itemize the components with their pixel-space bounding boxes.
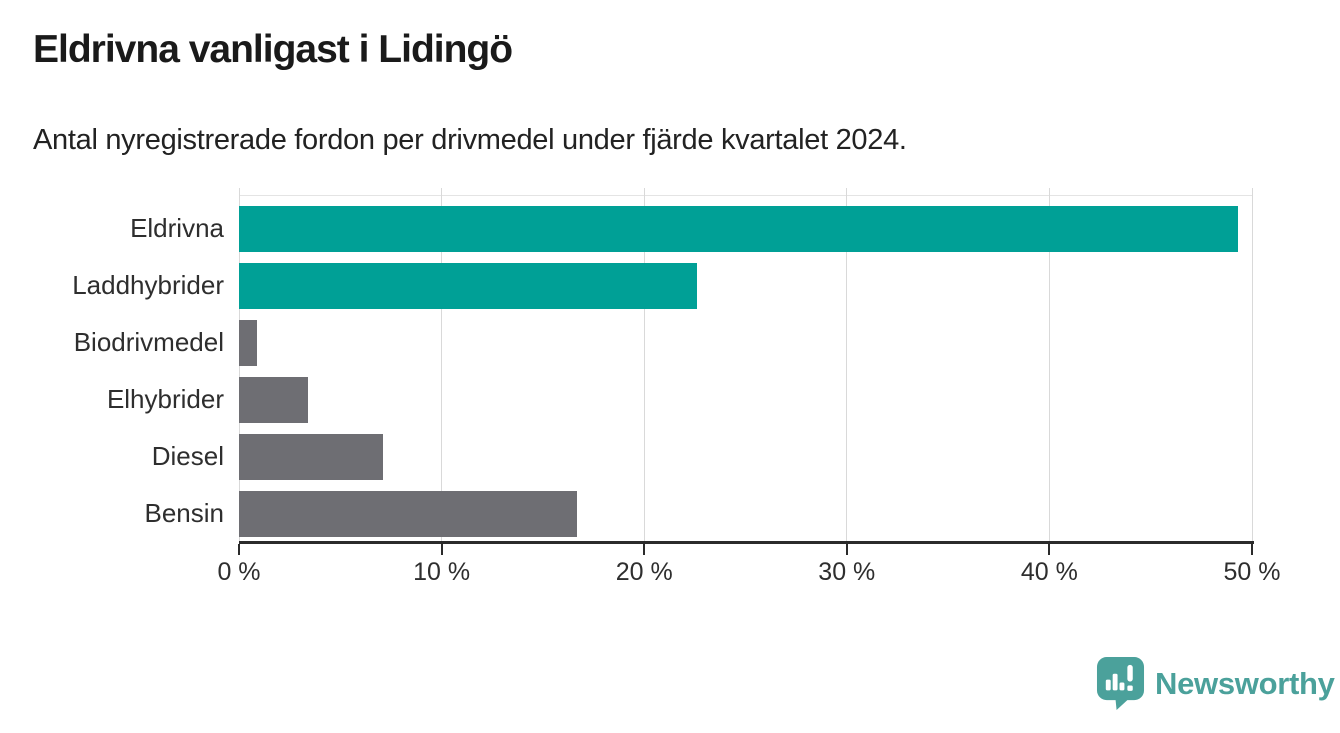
category-label: Laddhybrider	[72, 270, 224, 300]
bar-track	[239, 319, 1252, 366]
bar	[239, 490, 578, 537]
bar-track	[239, 490, 1252, 537]
x-axis-tick-label: 10 %	[413, 558, 471, 586]
x-axis-tick	[1048, 544, 1051, 555]
plot-area: Eldrivna Laddhybrider Biodrivmedel Elhybrid…	[72, 188, 1280, 586]
x-axis-tick	[238, 544, 240, 555]
chart-rows: Eldrivna Laddhybrider Biodrivmedel Elhybrid…	[72, 200, 1252, 542]
bar-track	[239, 433, 1252, 480]
x-axis-line	[239, 541, 1254, 544]
category-label: Bensin	[144, 498, 225, 528]
bar	[239, 319, 258, 366]
bar	[239, 376, 308, 423]
x-axis-tick-label: 40 %	[1020, 558, 1078, 586]
bar-row: Laddhybrider	[72, 257, 1252, 314]
category-label: Biodrivmedel	[73, 327, 224, 357]
category-label: Elhybrider	[106, 384, 224, 414]
bar	[239, 433, 383, 480]
bar-track	[239, 376, 1252, 423]
gridline	[441, 188, 443, 542]
bar-track	[239, 205, 1252, 252]
bar-chart-speech-bubble-icon	[1096, 657, 1145, 710]
gridline	[846, 188, 848, 542]
bar-row: Eldrivna	[130, 200, 1252, 257]
category-label: Diesel	[151, 441, 224, 471]
bar-row: Elhybrider	[107, 371, 1252, 428]
x-axis-tick	[643, 544, 646, 555]
bar-row: Bensin	[145, 485, 1252, 542]
gridline	[643, 188, 645, 542]
bar-row: Biodrivmedel	[74, 314, 1252, 371]
bar-row: Diesel	[152, 428, 1252, 485]
x-axis-tick	[1251, 544, 1253, 555]
chart-title: Eldrivna vanligast i Lidingö	[33, 28, 513, 71]
newsworthy-logo-text: Newsworthy	[1155, 665, 1335, 701]
gridline	[1048, 188, 1050, 542]
x-axis-tick	[845, 544, 848, 555]
x-axis-tick-label: 0 %	[217, 558, 261, 586]
bar	[239, 205, 1238, 252]
newsworthy-branding: Newsworthy	[1096, 656, 1335, 711]
bar-track	[239, 262, 1252, 309]
x-axis-tick	[440, 544, 443, 555]
x-axis-tick-label: 30 %	[818, 558, 876, 586]
bar	[239, 262, 697, 309]
gridline	[1251, 188, 1253, 542]
chart-subtitle: Antal nyregistrerade fordon per drivmede…	[33, 124, 907, 156]
x-axis-tick-label: 50 %	[1223, 558, 1281, 586]
category-label: Eldrivna	[130, 213, 224, 243]
x-axis-tick-label: 20 %	[615, 558, 673, 586]
